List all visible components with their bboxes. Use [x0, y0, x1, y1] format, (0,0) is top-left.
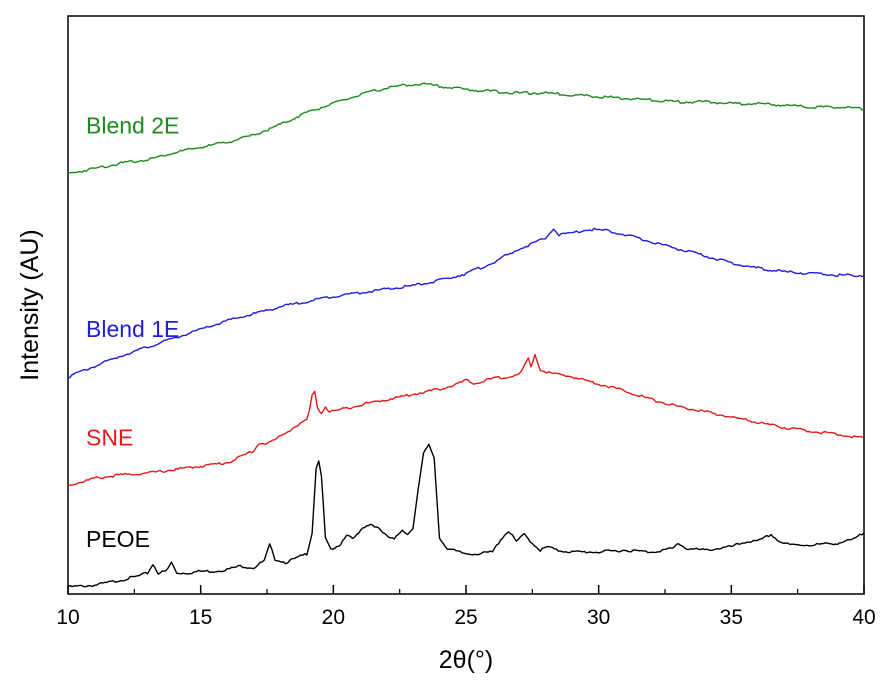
x-tick-label-35: 35 [720, 606, 743, 629]
x-tick-label-15: 15 [189, 606, 212, 629]
series-label-blend-2e: Blend 2E [86, 113, 179, 139]
x-tick-label-10: 10 [56, 606, 79, 629]
series-line-sne [67, 353, 865, 486]
series-line-peoe [67, 443, 865, 588]
y-axis-title: Intensity (AU) [16, 229, 44, 380]
series-curves [67, 82, 865, 588]
series-label-peoe: PEOE [86, 526, 150, 552]
series-label-blend-1e: Blend 1E [86, 316, 179, 342]
x-axis-ticks [67, 585, 865, 594]
x-tick-label-20: 20 [322, 606, 345, 629]
series-line-blend-1e [67, 227, 865, 379]
x-tick-label-25: 25 [454, 606, 477, 629]
x-axis-title: 2θ(°) [439, 646, 493, 674]
series-label-sne: SNE [86, 424, 133, 450]
x-tick-label-40: 40 [852, 606, 875, 629]
series-labels: PEOE SNE Blend 1E Blend 2E [86, 113, 179, 552]
plot-frame [67, 15, 865, 595]
series-line-blend-2e [67, 82, 865, 174]
x-axis-tick-labels: 10 15 20 25 30 35 40 [56, 606, 875, 629]
x-tick-label-30: 30 [587, 606, 610, 629]
